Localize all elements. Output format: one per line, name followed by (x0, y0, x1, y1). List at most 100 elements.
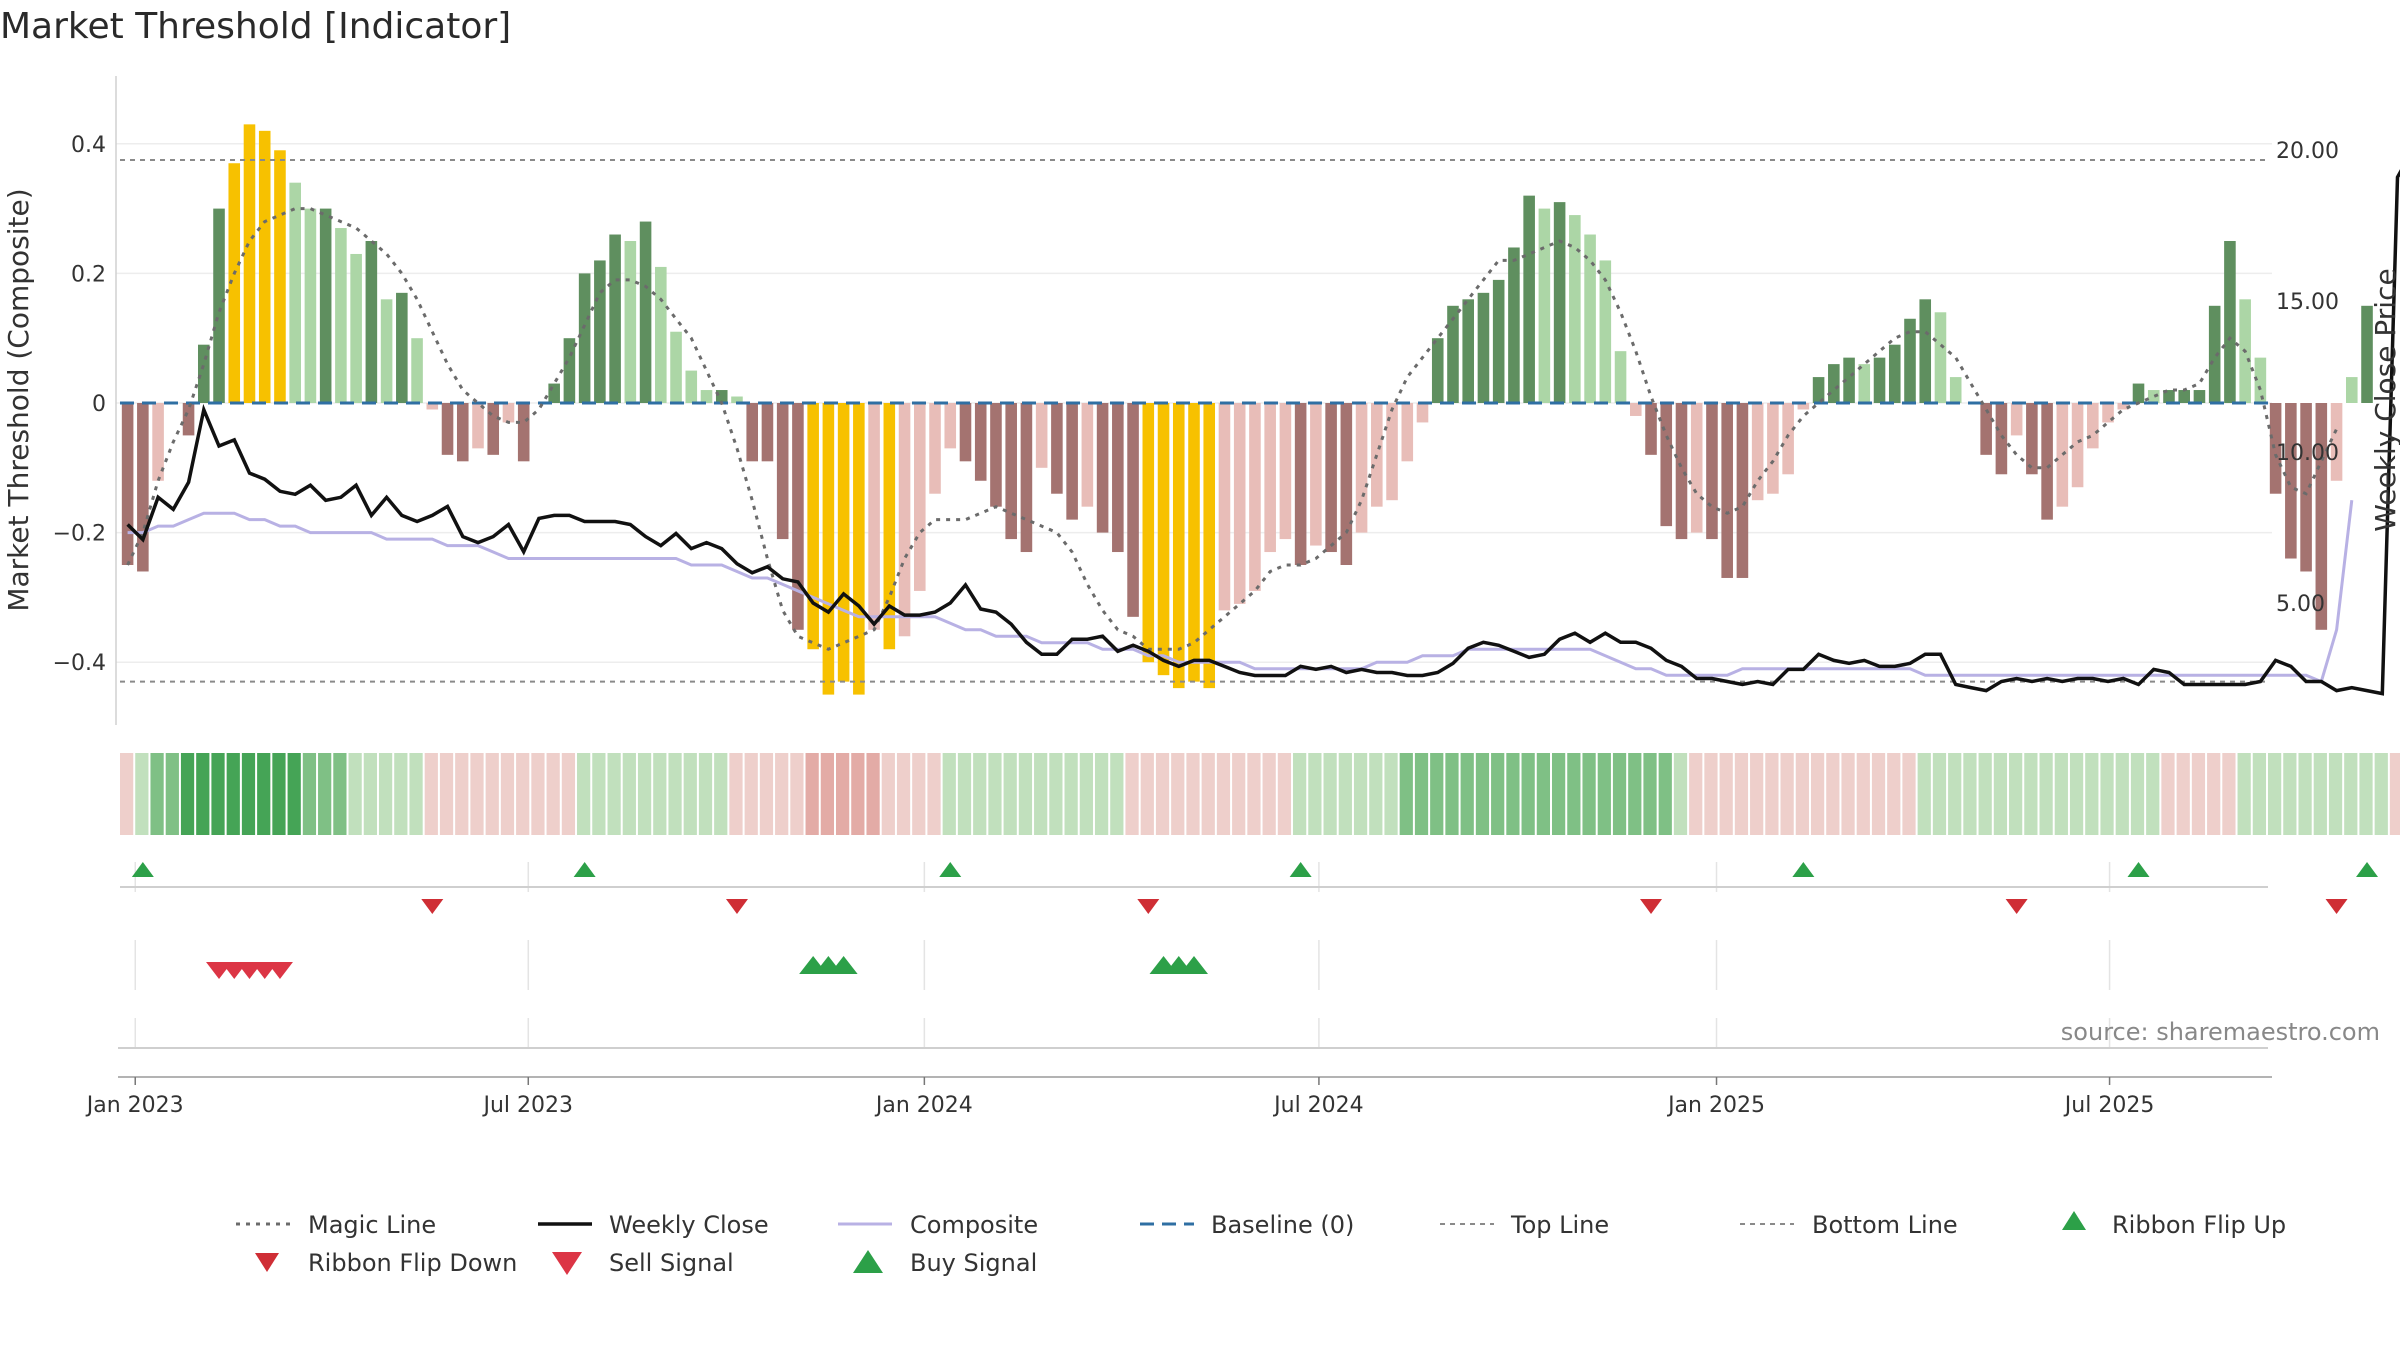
ribbon-flip-down-markers (421, 899, 2348, 914)
composite-bar (472, 403, 484, 449)
composite-bar (365, 241, 378, 403)
ribbon-cell (790, 753, 804, 835)
ribbon-cell (1795, 753, 1809, 835)
ribbon-cell (1963, 753, 1977, 835)
ribbon-cell (2207, 753, 2221, 835)
composite-bar (1614, 351, 1627, 403)
composite-bar (1142, 403, 1155, 663)
ribbon-cell (1430, 753, 1444, 835)
x-tick-label: Jul 2023 (482, 1093, 574, 1118)
y-tick-label-right: 5.00 (2276, 592, 2325, 617)
source-credit: source: sharemaestro.com (2061, 1018, 2380, 1046)
ribbon-flip-down-marker (1137, 899, 1160, 914)
composite-bars (121, 124, 2373, 695)
y-tick-label-right: 10.00 (2276, 441, 2339, 466)
composite-bar (700, 390, 713, 403)
ribbon-flip-up-marker (131, 862, 154, 877)
composite-bar (350, 253, 362, 403)
composite-bar (2163, 390, 2175, 403)
ribbon-cell (516, 753, 530, 835)
y-tick-label-left: 0.2 (71, 262, 106, 287)
composite-bar (1599, 260, 1612, 403)
composite-bar (1477, 292, 1490, 403)
y-tick-label-left: −0.4 (53, 651, 106, 676)
ribbon-cell (1887, 753, 1901, 835)
ribbon-cell (1034, 753, 1048, 835)
chart-title: Market Threshold [Indicator] (0, 6, 511, 47)
composite-bar (2056, 403, 2069, 507)
ribbon-flip-up-marker (939, 862, 962, 877)
ribbon-cell (1856, 753, 1870, 835)
ribbon-flip-up-marker (1792, 862, 1815, 877)
ribbon-cell (1643, 753, 1657, 835)
composite-bar (2330, 403, 2343, 481)
composite-bar (548, 383, 560, 403)
ribbon-cell (896, 753, 911, 835)
ribbon-cell (1110, 753, 1124, 835)
composite-bar (152, 403, 164, 481)
composite-bar (228, 163, 241, 403)
ribbon-cell (2268, 753, 2282, 835)
ribbon-flip-up-marker (1289, 862, 1312, 877)
ribbon-cell (744, 753, 758, 835)
composite-bar (1553, 202, 1566, 403)
composite-bar (335, 228, 347, 403)
ribbon-flip-down-marker (725, 899, 748, 914)
legend-label: Magic Line (308, 1211, 436, 1239)
composite-bar (487, 403, 500, 455)
ribbon-cell (1064, 753, 1078, 835)
composite-bar (213, 208, 225, 403)
composite-bar (1508, 247, 1520, 403)
ribbon-cell (348, 753, 362, 835)
ribbon-cell (1521, 753, 1535, 835)
composite-bar (2010, 403, 2023, 436)
ribbon-cell (866, 753, 880, 835)
ribbon-cell (1155, 753, 1170, 835)
composite-bar (731, 396, 743, 403)
ribbon-cell (668, 753, 682, 835)
composite-bar (594, 260, 606, 403)
ribbon-cell (1750, 753, 1764, 835)
ribbon-cell (1171, 753, 1185, 835)
ribbon-cell (2100, 753, 2114, 835)
composite-bar (2224, 241, 2236, 403)
ribbon-cell (2222, 753, 2236, 835)
ribbon-cell (1902, 753, 1916, 835)
ribbon-flip-down-marker (2005, 899, 2028, 914)
x-tick-label: Jan 2023 (85, 1093, 184, 1118)
ribbon-cell (1993, 753, 2008, 835)
composite-bar (807, 403, 819, 650)
ribbon-flip-up-markers (131, 862, 2379, 877)
composite-bar (2087, 403, 2099, 449)
trend-ribbon (120, 753, 2400, 835)
ribbon-cell (1094, 753, 1109, 835)
composite-bar (2285, 403, 2297, 559)
legend-item-buy-signal: Buy Signal (853, 1249, 1037, 1277)
ribbon-cell (1826, 753, 1840, 835)
composite-bar (1233, 403, 1246, 604)
ribbon-cell (1948, 753, 1962, 835)
ribbon-cell (2389, 753, 2400, 835)
composite-bar (2254, 357, 2267, 403)
ribbon-cell (2328, 753, 2343, 835)
sell-signal-swatch (552, 1252, 582, 1275)
composite-bar (441, 403, 454, 455)
composite-bar (1355, 403, 1368, 533)
x-axis-ticks: Jan 2023 Jul 2023 Jan 2024 Jul 2024 Jan 2025… (85, 1077, 2154, 1118)
ribbon-cell (729, 753, 743, 835)
ribbon-cell (1323, 753, 1337, 835)
ribbon-cell (272, 753, 286, 835)
ribbon-cell (942, 753, 956, 835)
composite-bar (2345, 377, 2358, 403)
ribbon-cell (1079, 753, 1093, 835)
composite-bar (1706, 403, 1718, 540)
ribbon-cell (1689, 753, 1703, 835)
ribbon-cell (820, 753, 834, 835)
sell-signal-marker (266, 962, 293, 979)
composite-bar (2315, 403, 2328, 630)
ribbon-cell (424, 753, 438, 835)
composite-bar (776, 403, 789, 540)
ribbon-cell (2176, 753, 2190, 835)
composite-bar (868, 403, 880, 630)
ribbon-cell (714, 753, 728, 835)
